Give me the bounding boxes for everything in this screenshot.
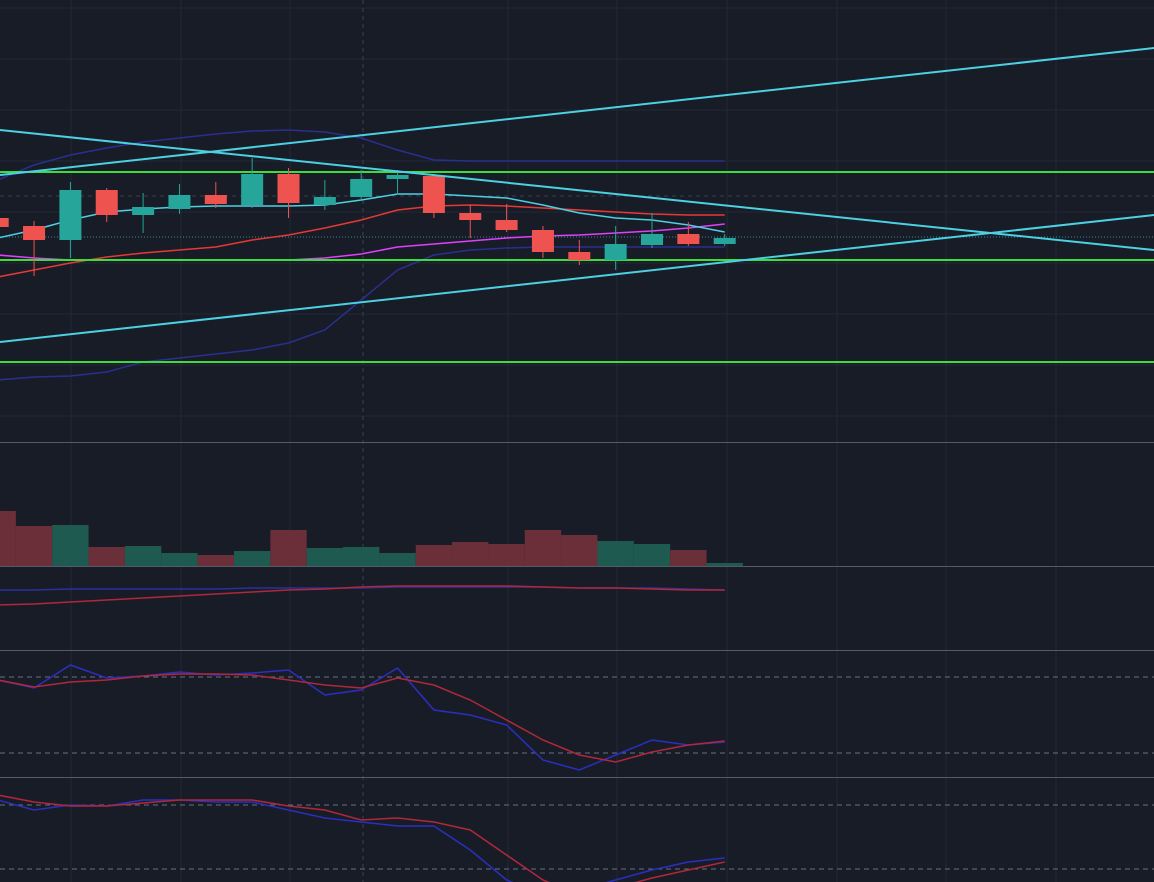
- candle-body: [168, 195, 191, 209]
- candle-body: [422, 176, 445, 213]
- candle-body: [204, 195, 227, 204]
- candle-body: [277, 174, 300, 203]
- volume-bar: [233, 551, 271, 566]
- volume-bar: [52, 525, 89, 566]
- volume-bar: [452, 542, 489, 566]
- volume-bar: [197, 555, 234, 566]
- candle-body: [677, 234, 700, 244]
- plots: [0, 129, 1154, 882]
- candle-body: [59, 190, 82, 240]
- volume-bar: [0, 511, 16, 566]
- indicator-line: [0, 129, 725, 180]
- volume-bar: [15, 526, 53, 566]
- volume-bar: [270, 530, 307, 566]
- candle-body: [386, 175, 409, 179]
- volume-bar: [306, 548, 344, 566]
- volume-bar: [88, 547, 125, 566]
- indicator-line: [0, 794, 725, 882]
- candle-body: [23, 226, 46, 240]
- indicator-line: [0, 799, 725, 882]
- volume-bar: [561, 535, 598, 566]
- indicator-line: [0, 204, 725, 278]
- volume-bar: [633, 544, 671, 566]
- volume-bar: [706, 563, 743, 566]
- volume-bar: [524, 530, 562, 566]
- candle-body: [713, 238, 736, 244]
- candle-body: [568, 252, 591, 260]
- volume-bar: [415, 545, 453, 566]
- candle-body: [459, 213, 482, 220]
- indicator-line: [0, 246, 725, 381]
- volume-bar: [597, 541, 634, 566]
- candle-body: [313, 197, 336, 205]
- candle-body: [132, 207, 155, 215]
- candle-body: [241, 174, 264, 205]
- indicator-line: [0, 585, 725, 606]
- volume-bar: [488, 544, 525, 566]
- candle-body: [641, 234, 663, 245]
- volume-bar: [379, 553, 416, 566]
- candle-body: [604, 244, 627, 260]
- candle-body: [531, 230, 554, 252]
- volume-bar: [161, 553, 198, 566]
- volume-bar: [124, 546, 162, 566]
- pane-separators: [0, 442, 1154, 778]
- indicator-line: [0, 673, 725, 763]
- volume-bar: [670, 550, 707, 566]
- candle-body: [350, 179, 373, 197]
- candle-body: [495, 220, 518, 230]
- volume-bar: [343, 547, 380, 566]
- candle-body: [95, 190, 118, 215]
- candle-body: [0, 218, 9, 227]
- trendlines: [0, 47, 1154, 343]
